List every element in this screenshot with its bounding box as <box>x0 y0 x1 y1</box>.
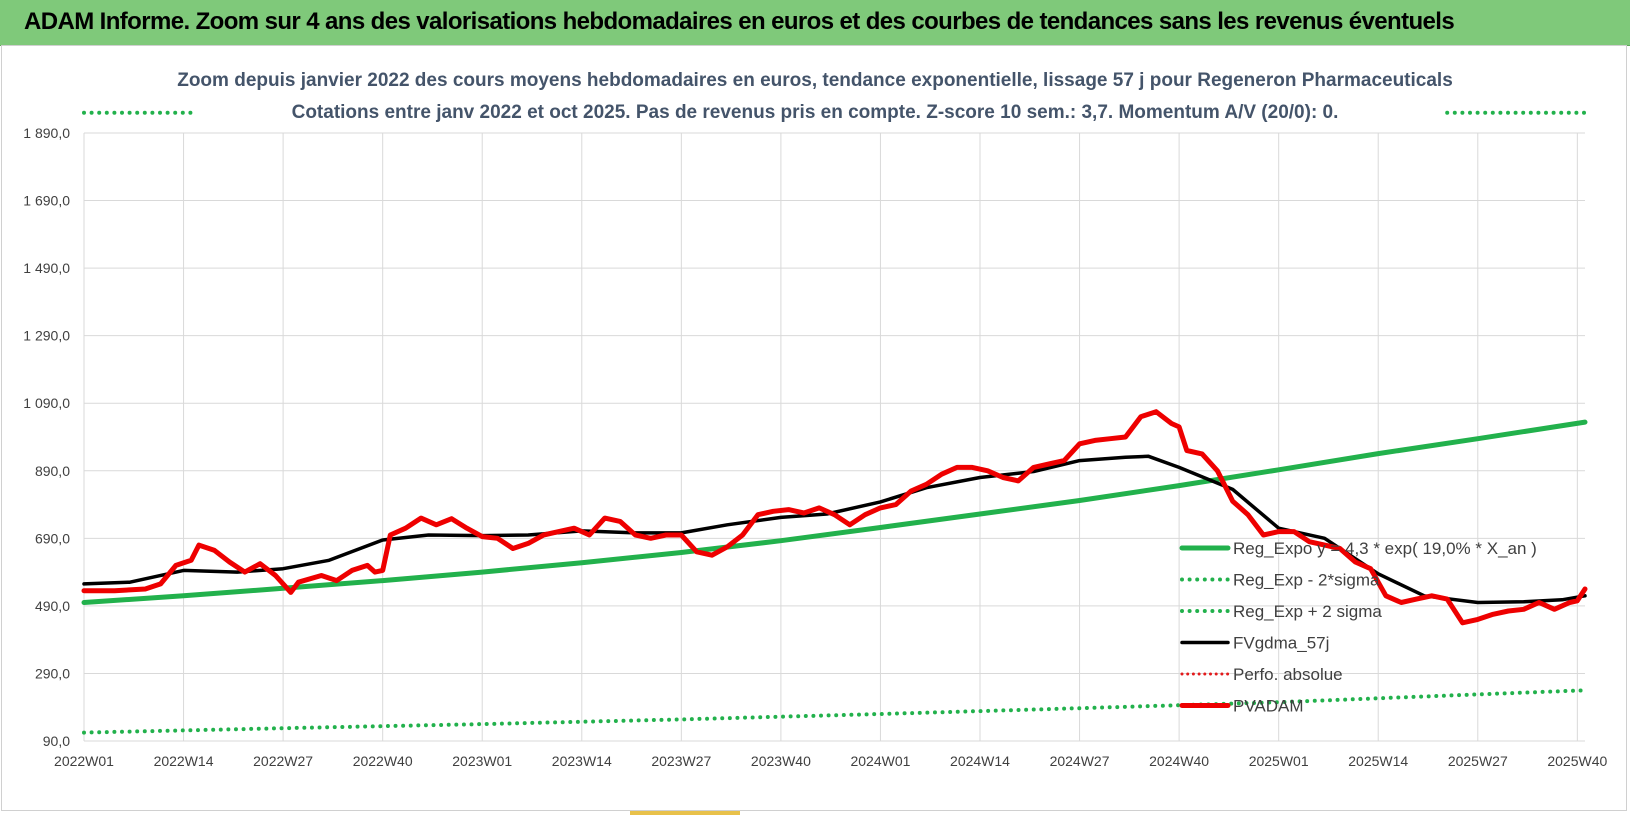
series-line-reg-expo-y-4-3-exp-19-0-x-an <box>81 419 1588 605</box>
series-line-pvadam <box>81 409 1588 626</box>
x-tick-label: 2025W14 <box>1348 753 1408 769</box>
legend-label: Reg_Exp + 2 sigma <box>1233 602 1382 621</box>
x-tick-label: 2025W01 <box>1249 753 1309 769</box>
x-tick-label: 2024W40 <box>1149 753 1209 769</box>
y-tick-label: 290,0 <box>35 665 70 681</box>
y-tick-label: 1 490,0 <box>23 260 70 276</box>
x-tick-label: 2024W01 <box>850 753 910 769</box>
x-tick-label: 2022W14 <box>154 753 214 769</box>
y-tick-label: 490,0 <box>35 598 70 614</box>
x-tick-label: 2025W40 <box>1547 753 1607 769</box>
y-tick-label: 890,0 <box>35 463 70 479</box>
x-axis: 2022W01 2022W14 2022W27 2022W40 2023W01 2023W… <box>54 753 1607 769</box>
page-title: ADAM Informe. Zoom sur 4 ans des valoris… <box>24 8 1455 35</box>
legend-label: FVgdma_57j <box>1233 634 1329 653</box>
y-axis: 90,0 290,0 490,0 690,0 890,0 1 090,0 1 290,0 1 … <box>23 125 70 749</box>
y-tick-label: 1 890,0 <box>23 125 70 141</box>
legend-label: Perfo. absolue <box>1233 665 1343 684</box>
chart-frame <box>1 45 1627 811</box>
y-tick-label: 1 290,0 <box>23 328 70 344</box>
series-group <box>81 110 1588 735</box>
y-tick-label: 90,0 <box>43 733 70 749</box>
x-tick-label: 2024W27 <box>1050 753 1110 769</box>
x-tick-label: 2023W27 <box>651 753 711 769</box>
x-tick-label: 2022W40 <box>353 753 413 769</box>
legend-label: Reg_Expo y = 4,3 * exp( 19,0% * X_an ) <box>1233 539 1537 558</box>
legend-label: PVADAM <box>1233 697 1304 716</box>
y-tick-label: 1 090,0 <box>23 395 70 411</box>
x-tick-label: 2022W01 <box>54 753 114 769</box>
x-tick-label: 2023W01 <box>452 753 512 769</box>
x-tick-label: 2024W14 <box>950 753 1010 769</box>
header-banner: ADAM Informe. Zoom sur 4 ans des valoris… <box>0 0 1630 46</box>
series-line-reg-exp-2-sigma <box>82 688 1587 735</box>
bottom-accent <box>630 811 740 815</box>
x-tick-label: 2025W27 <box>1448 753 1508 769</box>
y-tick-label: 690,0 <box>35 530 70 546</box>
grid <box>83 132 1585 742</box>
x-tick-label: 2023W40 <box>751 753 811 769</box>
legend: Reg_Expo y = 4,3 * exp( 19,0% * X_an ) Re… <box>1179 539 1537 716</box>
chart-title: Zoom depuis janvier 2022 des cours moyen… <box>177 70 1453 91</box>
chart-subtitle: Cotations entre janv 2022 et oct 2025. P… <box>292 102 1339 123</box>
legend-label: Reg_Exp - 2*sigma <box>1233 571 1380 590</box>
y-tick-label: 1 690,0 <box>23 193 70 209</box>
x-tick-label: 2022W27 <box>253 753 313 769</box>
x-tick-label: 2023W14 <box>552 753 612 769</box>
